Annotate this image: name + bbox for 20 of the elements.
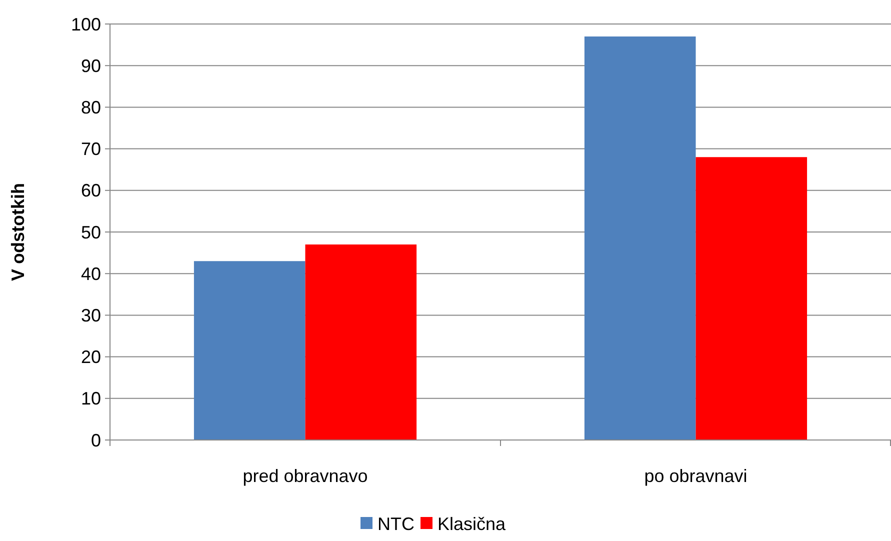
x-tick-label: po obravnavi: [644, 466, 748, 486]
bar: [305, 244, 417, 440]
y-tick-label: 50: [80, 222, 101, 242]
x-tick-label: pred obravnavo: [242, 466, 368, 486]
bar: [696, 157, 808, 440]
bar: [194, 261, 306, 440]
y-tick-label: 10: [80, 388, 101, 409]
y-tick-label: 40: [80, 264, 101, 284]
y-tick-label: 20: [80, 347, 101, 368]
legend-label: Klasična: [438, 514, 507, 534]
y-axis-title: V odstotkih: [8, 183, 28, 281]
y-tick-label: 70: [80, 139, 101, 160]
y-tick-label: 30: [80, 306, 101, 326]
y-tick-label: 90: [80, 56, 101, 76]
y-tick-label: 60: [80, 180, 101, 201]
bar: [584, 36, 696, 440]
legend-label: NTC: [378, 514, 414, 534]
y-tick-label: 0: [90, 430, 101, 450]
y-tick-label: 80: [80, 98, 101, 118]
y-tick-label: 100: [70, 14, 101, 34]
